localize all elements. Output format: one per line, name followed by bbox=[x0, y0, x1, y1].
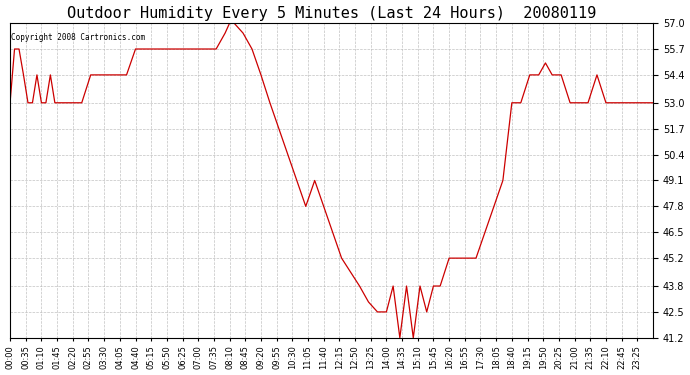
Title: Outdoor Humidity Every 5 Minutes (Last 24 Hours)  20080119: Outdoor Humidity Every 5 Minutes (Last 2… bbox=[67, 6, 596, 21]
Text: Copyright 2008 Cartronics.com: Copyright 2008 Cartronics.com bbox=[11, 33, 146, 42]
